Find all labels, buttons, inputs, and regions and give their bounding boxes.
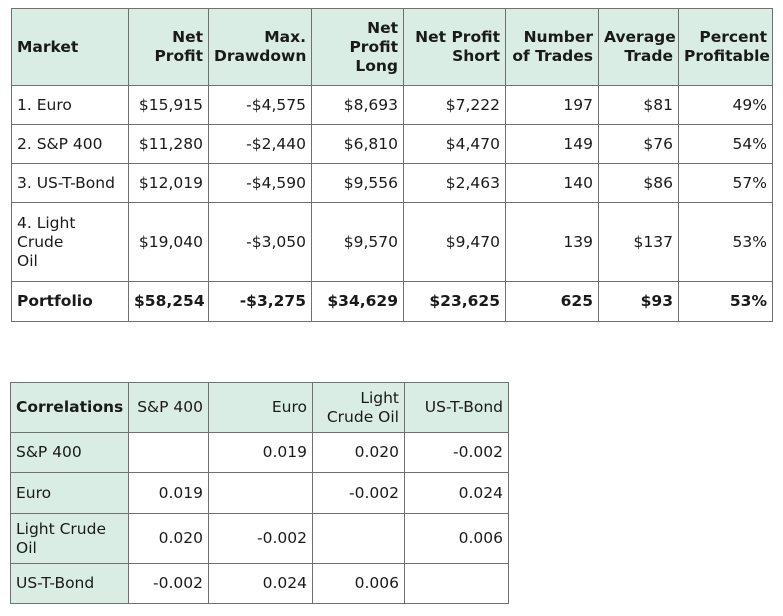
net-profit-long-cell: $6,810: [311, 124, 404, 164]
percent-profitable-cell: 53%: [678, 281, 773, 322]
correlation-cell: -0.002: [208, 513, 313, 564]
correlation-cell: 0.024: [404, 472, 509, 514]
table-row: 4. Light Crude Oil $19,040 -$3,050 $9,570…: [11, 202, 773, 282]
net-profit-cell: $11,280: [128, 124, 209, 164]
correlation-cell: [312, 513, 405, 564]
average-trade-cell: $93: [598, 281, 679, 322]
header-net-profit-long: Net Profit Long: [311, 8, 404, 86]
performance-header-row: Market Net Profit Max. Drawdown Net Profit…: [11, 8, 773, 86]
percent-profitable-cell: 49%: [678, 85, 773, 125]
net-profit-cell: $12,019: [128, 163, 209, 203]
header-net-profit-short: Net Profit Short: [403, 8, 506, 86]
table-row: 2. S&P 400 $11,280 -$2,440 $6,810 $4,470…: [11, 124, 773, 164]
correlation-cell: [404, 563, 509, 604]
average-trade-cell: $86: [598, 163, 679, 203]
average-trade-cell: $81: [598, 85, 679, 125]
net-profit-short-cell: $4,470: [403, 124, 506, 164]
trades-cell: 140: [505, 163, 599, 203]
correlation-cell: 0.006: [404, 513, 509, 564]
market-cell: 1. Euro: [11, 85, 129, 125]
correlation-cell: 0.020: [312, 432, 405, 473]
net-profit-long-cell: $8,693: [311, 85, 404, 125]
header-market: Market: [11, 8, 129, 86]
market-cell: 2. S&P 400: [11, 124, 129, 164]
net-profit-short-cell: $9,470: [403, 202, 506, 282]
row-label: S&P 400: [10, 432, 129, 473]
row-label: Light Crude Oil: [10, 513, 129, 564]
max-drawdown-cell: -$3,050: [208, 202, 312, 282]
correlation-cell: 0.024: [208, 563, 313, 604]
net-profit-cell: $19,040: [128, 202, 209, 282]
net-profit-long-cell: $9,570: [311, 202, 404, 282]
performance-table: Market Net Profit Max. Drawdown Net Profit…: [11, 8, 773, 322]
net-profit-short-cell: $23,625: [403, 281, 506, 322]
header-correlations: Correlations: [10, 382, 129, 433]
table-row: S&P 400 0.019 0.020 -0.002: [10, 432, 509, 473]
max-drawdown-cell: -$4,590: [208, 163, 312, 203]
portfolio-total-row: Portfolio $58,254 -$3,275 $34,629 $23,62…: [11, 281, 773, 322]
trades-cell: 625: [505, 281, 599, 322]
correlation-cell: [128, 432, 209, 473]
market-cell: 3. US-T-Bond: [11, 163, 129, 203]
correlation-cell: -0.002: [312, 472, 405, 514]
header-net-profit: Net Profit: [128, 8, 209, 86]
correlation-cell: 0.019: [208, 432, 313, 473]
net-profit-cell: $15,915: [128, 85, 209, 125]
max-drawdown-cell: -$4,575: [208, 85, 312, 125]
max-drawdown-cell: -$2,440: [208, 124, 312, 164]
trades-cell: 197: [505, 85, 599, 125]
correlations-header-row: Correlations S&P 400 Euro Light Crude Oil…: [10, 382, 509, 433]
net-profit-short-cell: $7,222: [403, 85, 506, 125]
average-trade-cell: $137: [598, 202, 679, 282]
max-drawdown-cell: -$3,275: [208, 281, 312, 322]
header-euro: Euro: [208, 382, 313, 433]
percent-profitable-cell: 57%: [678, 163, 773, 203]
net-profit-short-cell: $2,463: [403, 163, 506, 203]
net-profit-long-cell: $9,556: [311, 163, 404, 203]
trades-cell: 149: [505, 124, 599, 164]
table-row: Euro 0.019 -0.002 0.024: [10, 472, 509, 514]
correlations-table: Correlations S&P 400 Euro Light Crude Oil…: [10, 382, 509, 604]
correlation-cell: -0.002: [404, 432, 509, 473]
average-trade-cell: $76: [598, 124, 679, 164]
header-number-of-trades: Number of Trades: [505, 8, 599, 86]
market-cell: Portfolio: [11, 281, 129, 322]
correlation-cell: -0.002: [128, 563, 209, 604]
correlation-cell: 0.006: [312, 563, 405, 604]
header-light-crude-oil: Light Crude Oil: [312, 382, 405, 433]
table-row: Light Crude Oil 0.020 -0.002 0.006: [10, 513, 509, 564]
header-max-drawdown: Max. Drawdown: [208, 8, 312, 86]
percent-profitable-cell: 53%: [678, 202, 773, 282]
header-sp-400: S&P 400: [128, 382, 209, 433]
percent-profitable-cell: 54%: [678, 124, 773, 164]
correlation-cell: [208, 472, 313, 514]
correlation-cell: 0.020: [128, 513, 209, 564]
header-percent-profitable: Percent Profitable: [678, 8, 773, 86]
row-label: US-T-Bond: [10, 563, 129, 604]
header-us-t-bond: US-T-Bond: [404, 382, 509, 433]
market-cell: 4. Light Crude Oil: [11, 202, 129, 282]
header-average-trade: Average Trade: [598, 8, 679, 86]
trades-cell: 139: [505, 202, 599, 282]
correlation-cell: 0.019: [128, 472, 209, 514]
table-row: 1. Euro $15,915 -$4,575 $8,693 $7,222 19…: [11, 85, 773, 125]
table-row: US-T-Bond -0.002 0.024 0.006: [10, 563, 509, 604]
net-profit-long-cell: $34,629: [311, 281, 404, 322]
row-label: Euro: [10, 472, 129, 514]
net-profit-cell: $58,254: [128, 281, 209, 322]
table-row: 3. US-T-Bond $12,019 -$4,590 $9,556 $2,4…: [11, 163, 773, 203]
